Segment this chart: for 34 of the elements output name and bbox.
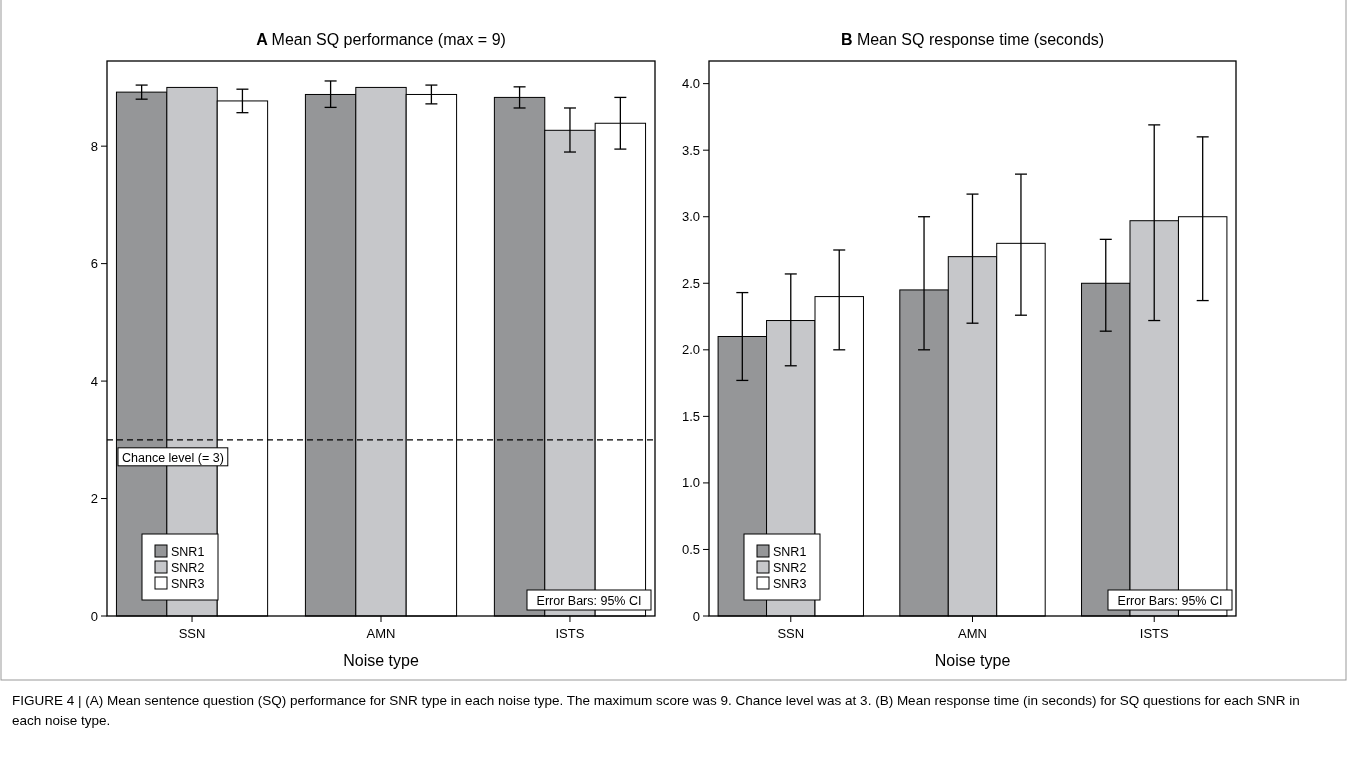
y-tick-label: 0	[692, 608, 700, 624]
y-tick-label: 1.5	[681, 408, 700, 424]
y-tick-label: 2.5	[681, 275, 700, 291]
x-axis-title: Noise type	[934, 652, 1011, 669]
ref-line-label: Chance level (= 3)	[122, 450, 224, 465]
y-tick-label: 8	[90, 138, 98, 154]
legend-label: SNR3	[773, 577, 807, 591]
caption: FIGURE 4 | (A) Mean sentence question (SQ) performance for SNR type in each noise type. The maximum score was 9. Chance level was at 3. (B) Mean response time (in seconds) for SQ questions for each SNR in each noise type.	[12, 693, 1300, 728]
legend-label: SNR2	[171, 561, 205, 575]
x-tick-label: AMN	[366, 626, 396, 641]
chart-title: A Mean SQ performance (max = 9)	[256, 31, 506, 48]
y-tick-label: 4.0	[681, 76, 700, 92]
y-tick-label: 3.5	[681, 142, 700, 158]
x-tick-label: SSN	[777, 626, 805, 641]
y-tick-label: 2.0	[681, 342, 700, 358]
annotation: Error Bars: 95% CI	[1117, 594, 1223, 608]
y-tick-label: 0	[90, 608, 98, 624]
x-axis-title: Noise type	[343, 652, 419, 669]
x-tick-label: ISTS	[1139, 626, 1169, 641]
x-tick-label: ISTS	[555, 626, 585, 641]
legend-label: SNR1	[773, 545, 807, 559]
y-tick-label: 1.0	[681, 475, 700, 491]
y-tick-label: 6	[90, 256, 98, 272]
chart-title: B Mean SQ response time (seconds)	[840, 31, 1105, 48]
annotation: Error Bars: 95% CI	[536, 594, 642, 608]
y-tick-label: 2	[90, 491, 98, 507]
y-tick-label: 0.5	[681, 541, 700, 557]
x-tick-label: SSN	[178, 626, 206, 641]
legend-label: SNR3	[171, 577, 205, 591]
legend-label: SNR2	[773, 561, 807, 575]
legend-label: SNR1	[171, 545, 205, 559]
x-tick-label: AMN	[958, 626, 987, 641]
y-tick-label: 3.0	[681, 209, 700, 225]
y-tick-label: 4	[90, 373, 98, 389]
